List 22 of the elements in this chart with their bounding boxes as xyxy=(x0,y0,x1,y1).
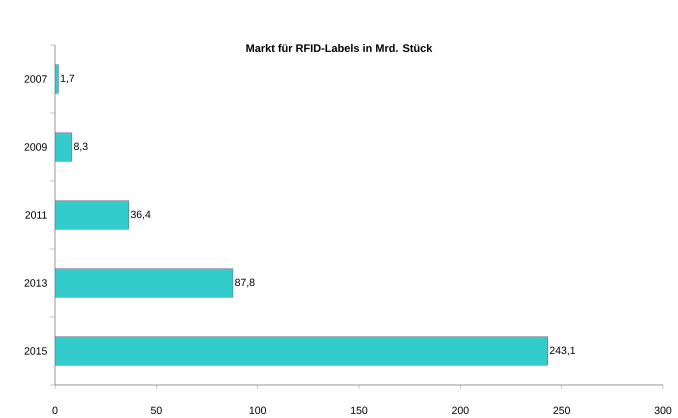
data-label: 243,1 xyxy=(550,346,576,356)
x-tick-label: 300 xyxy=(654,406,672,414)
y-tick-label: 2015 xyxy=(24,348,47,355)
bar xyxy=(55,336,548,366)
x-tick-label: 250 xyxy=(553,406,570,414)
data-label: 87,8 xyxy=(235,278,255,288)
x-tick-label: 100 xyxy=(250,406,266,414)
x-tick-label: 50 xyxy=(150,406,162,414)
chart-title: Markt für RFID-Labels in Mrd. Stück xyxy=(246,44,432,52)
data-label: 8,3 xyxy=(74,142,88,152)
bar xyxy=(55,132,72,162)
data-label: 1,7 xyxy=(60,74,74,84)
x-tick-label: 0 xyxy=(52,406,58,414)
bar xyxy=(55,268,234,298)
y-tick-label: 2009 xyxy=(24,144,47,151)
x-tick-label: 150 xyxy=(351,406,368,414)
x-tick-label: 200 xyxy=(452,406,469,414)
y-tick-label: 2007 xyxy=(24,76,47,83)
y-tick-label: 2011 xyxy=(25,212,47,219)
data-label: 36,4 xyxy=(130,210,151,220)
y-tick-label: 2013 xyxy=(24,280,47,287)
bar xyxy=(55,200,129,230)
